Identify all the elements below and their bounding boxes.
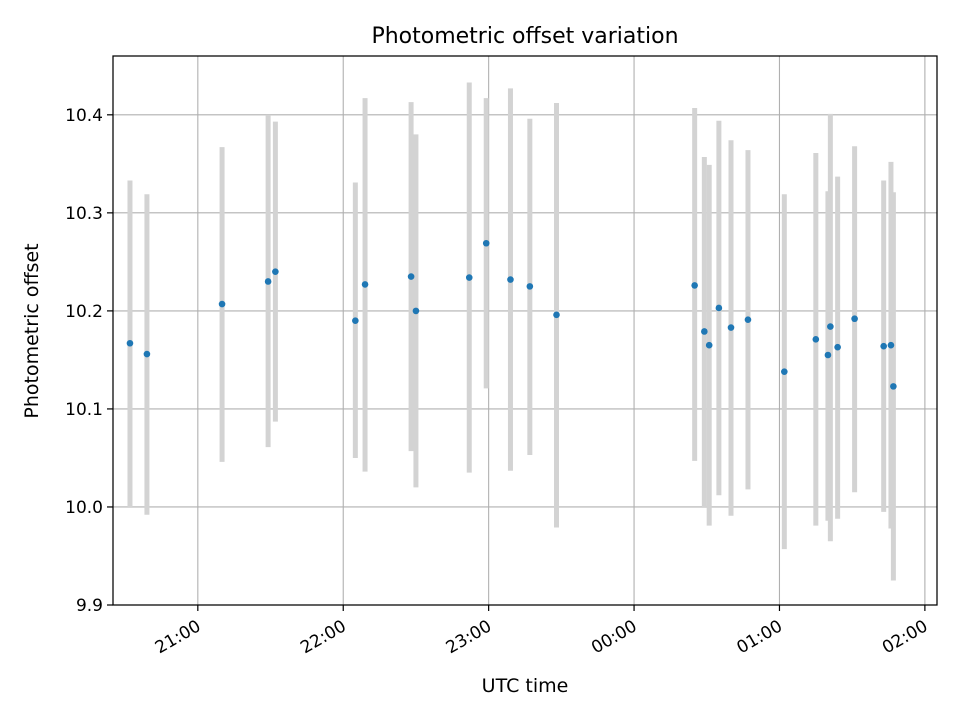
data-point xyxy=(465,274,473,281)
data-point xyxy=(824,351,832,359)
data-point xyxy=(361,281,369,288)
data-point xyxy=(482,239,490,247)
x-axis-label: UTC time xyxy=(482,675,569,697)
data-point xyxy=(126,339,134,347)
y-tick-label: 10.3 xyxy=(65,204,103,224)
y-tick-label: 10.2 xyxy=(65,302,103,322)
data-points xyxy=(126,239,897,390)
data-point xyxy=(143,350,151,358)
data-point xyxy=(705,341,713,349)
y-axis-label: Photometric offset xyxy=(21,243,43,418)
data-point xyxy=(890,383,897,390)
data-point xyxy=(272,268,279,275)
y-tick-label: 9.9 xyxy=(76,596,103,616)
data-point xyxy=(834,343,841,351)
data-point xyxy=(526,283,534,290)
data-point xyxy=(553,311,560,319)
y-tick-label: 10.4 xyxy=(65,106,103,126)
data-point xyxy=(412,307,420,315)
plot-frame xyxy=(112,55,938,606)
data-point xyxy=(880,342,887,350)
data-point xyxy=(691,282,698,289)
data-point xyxy=(264,278,272,285)
data-point xyxy=(781,368,788,375)
data-point xyxy=(812,336,820,343)
data-point xyxy=(827,323,834,330)
data-point xyxy=(407,273,415,280)
data-point xyxy=(727,324,735,331)
data-point xyxy=(887,341,895,349)
data-point xyxy=(701,328,708,335)
y-tick-label: 10.1 xyxy=(65,400,103,420)
data-point xyxy=(744,316,752,324)
data-point xyxy=(507,276,514,283)
data-point xyxy=(352,317,359,324)
data-point xyxy=(715,304,723,312)
y-tick-label: 10.0 xyxy=(65,498,103,518)
chart-title: Photometric offset variation xyxy=(371,24,678,49)
data-point xyxy=(218,300,226,308)
data-point xyxy=(851,315,858,323)
